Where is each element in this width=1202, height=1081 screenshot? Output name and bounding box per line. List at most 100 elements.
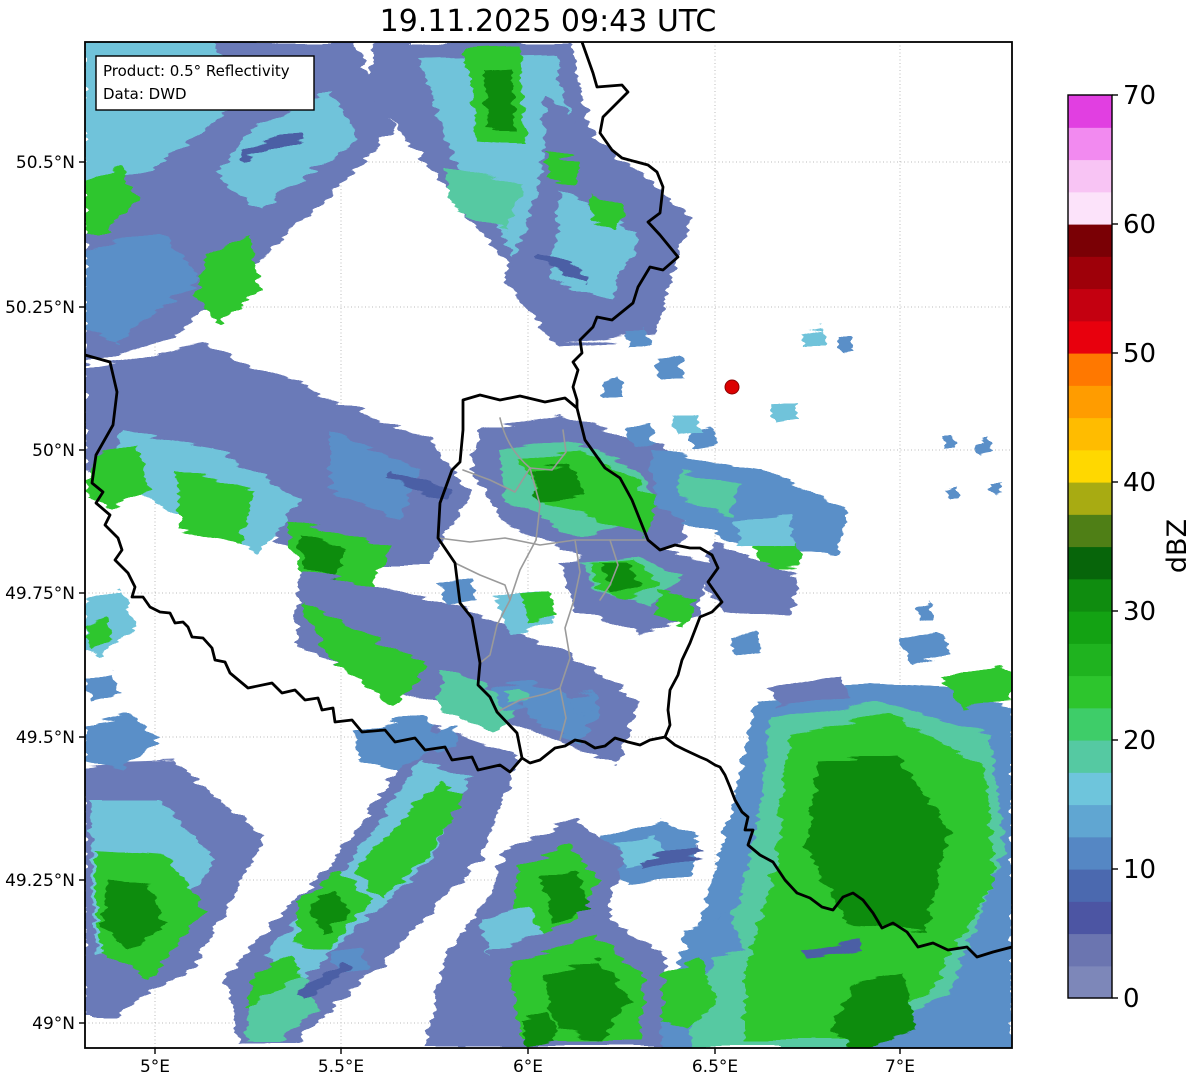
- colorbar-unit-label: dBZ: [1162, 519, 1193, 573]
- echo-dg: [540, 870, 590, 925]
- echo-b2: [85, 672, 122, 702]
- echo-g: [85, 618, 112, 650]
- echo-g: [595, 480, 660, 535]
- product-annotation-box: Product: 0.5° Reflectivity Data: DWD: [95, 55, 315, 111]
- lon-tick-label: 5.5°E: [318, 1057, 364, 1077]
- colorbar-segment: [1068, 933, 1112, 967]
- echo-b2: [947, 484, 961, 500]
- echo-g: [940, 665, 1012, 705]
- echo-b0: [800, 940, 862, 960]
- colorbar: 0 10 20 30 40 50 60 70: [1067, 81, 1156, 1014]
- echo-g: [175, 470, 255, 545]
- echo-g: [195, 235, 260, 325]
- colorbar-segment: [1068, 901, 1112, 935]
- echo-b2: [917, 603, 933, 620]
- colorbar-segment: [1068, 159, 1112, 193]
- echo-dg: [300, 535, 345, 580]
- colorbar-segment: [1068, 224, 1112, 257]
- colorbar-tick-label: 40: [1123, 468, 1156, 498]
- lon-tick-label: 7°E: [885, 1057, 915, 1077]
- district-border: [479, 539, 537, 664]
- echo-t: [445, 165, 525, 230]
- echo-b2: [655, 355, 685, 382]
- district-border: [599, 539, 619, 601]
- echo-b2: [943, 435, 956, 451]
- echo-c: [672, 413, 701, 435]
- echo-dg: [530, 465, 585, 500]
- annotation-line-data: Data: DWD: [103, 85, 187, 103]
- colorbar-segment: [1068, 965, 1112, 999]
- echo-g: [590, 195, 625, 230]
- lon-tick-label: 6.5°E: [692, 1057, 738, 1077]
- colorbar-segment: [1068, 288, 1112, 322]
- district-border: [499, 417, 531, 469]
- echo-b0: [537, 250, 590, 285]
- lat-tick-label: 50°N: [32, 441, 75, 461]
- colorbar-segment: [1068, 127, 1112, 161]
- echo-b0: [387, 470, 450, 500]
- country-border: [663, 735, 1012, 959]
- echo-t: [678, 470, 740, 515]
- echo-g: [755, 540, 800, 570]
- colorbar-tick-label: 10: [1123, 855, 1156, 885]
- echo-c: [215, 90, 360, 210]
- echo-t: [440, 670, 520, 735]
- echo-g: [355, 780, 465, 900]
- echo-c: [800, 328, 826, 348]
- echo-b2: [628, 422, 656, 449]
- district-border: [559, 539, 581, 741]
- colorbar-tick-label: 70: [1123, 81, 1156, 111]
- colorbar-segment: [1068, 675, 1112, 709]
- colorbar-tick-label: 60: [1123, 210, 1156, 240]
- echo-g: [655, 960, 715, 1030]
- district-border: [496, 687, 561, 713]
- echo-b0: [300, 960, 350, 1000]
- echo-dg: [100, 880, 165, 950]
- echo-b2: [990, 480, 1003, 495]
- echo-b2: [900, 630, 950, 665]
- echo-b1: [770, 675, 850, 710]
- echo-g: [520, 590, 556, 622]
- colorbar-segment: [1068, 417, 1112, 451]
- echo-b2: [85, 715, 160, 768]
- country-border: [436, 393, 724, 765]
- echo-b2: [680, 915, 745, 965]
- lon-tick-label: 5°E: [140, 1057, 170, 1077]
- district-border: [529, 429, 567, 471]
- echo-g: [655, 590, 700, 625]
- colorbar-segment: [1068, 740, 1112, 773]
- district-border: [529, 467, 541, 541]
- radar-echo-layer: [85, 42, 1012, 1048]
- colorbar-segment: [1068, 643, 1112, 677]
- colorbar-segment: [1068, 320, 1112, 354]
- colorbar-segment: [1068, 611, 1112, 644]
- map-frame: [84, 41, 1013, 1049]
- echo-t: [505, 688, 527, 707]
- lat-tick-label: 50.5°N: [16, 153, 75, 173]
- colorbar-segment: [1068, 804, 1112, 838]
- colorbar-segment: [1068, 514, 1112, 548]
- colorbar-segment: [1068, 578, 1112, 612]
- colorbar-segment: [1068, 385, 1112, 419]
- echo-c: [735, 515, 795, 548]
- echo-dg: [545, 960, 630, 1040]
- colorbar-segment: [1068, 482, 1112, 515]
- echo-dg: [483, 68, 515, 130]
- lon-tick-label: 6°E: [513, 1057, 543, 1077]
- echo-b0: [240, 130, 303, 160]
- echo-b2: [732, 630, 760, 655]
- colorbar-tick-label: 30: [1123, 597, 1156, 627]
- echo-b2: [570, 690, 600, 714]
- colorbar-segment: [1068, 869, 1112, 902]
- echo-b2: [625, 325, 650, 350]
- echo-b2: [355, 715, 445, 770]
- colorbar-segment: [1068, 449, 1112, 483]
- colorbar-tick-label: 0: [1123, 984, 1140, 1014]
- echo-b2: [330, 430, 420, 520]
- annotation-line-product: Product: 0.5° Reflectivity: [103, 62, 290, 80]
- country-border: [571, 42, 680, 410]
- echo-g: [300, 600, 430, 705]
- latitude-ticks: 50.5°N 50.25°N 50°N 49.75°N 49.5°N 49.25°N 49°…: [5, 153, 85, 1034]
- longitude-ticks: 5°E 5.5°E 6°E 6.5°E 7°E: [140, 1048, 915, 1077]
